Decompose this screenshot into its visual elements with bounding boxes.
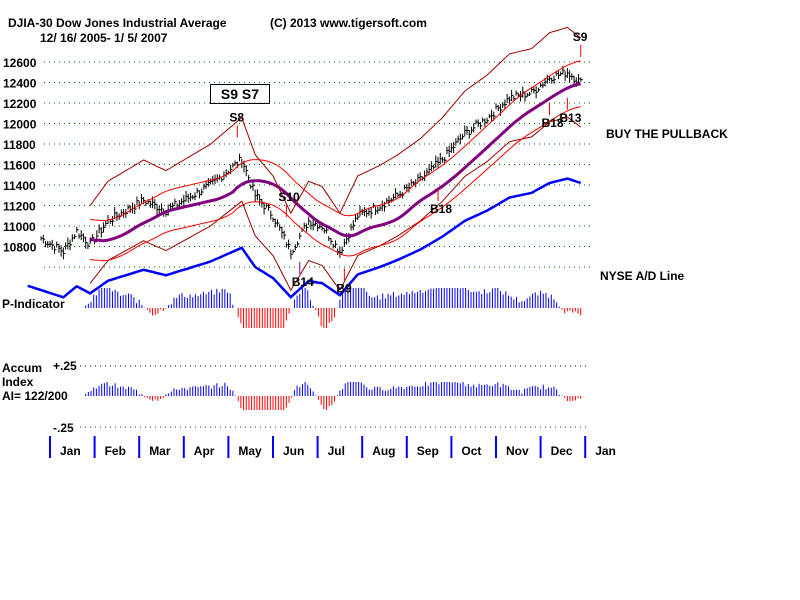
y-tick-label: 11400 <box>3 179 36 193</box>
accum-label: Accum <box>2 361 43 375</box>
lower-band <box>89 116 581 292</box>
ad-line-label: NYSE A/D Line <box>600 269 685 283</box>
signal-label-s9: S9 <box>573 30 588 44</box>
signal-label-b18: B18 <box>542 116 564 130</box>
x-tick-label: Mar <box>149 444 171 458</box>
signal-label-b18: B18 <box>430 202 452 216</box>
x-tick-label: Apr <box>194 444 215 458</box>
nyse-ad-line <box>27 177 582 299</box>
x-tick-label: Feb <box>105 444 126 458</box>
y-tick-label: 11800 <box>3 138 36 152</box>
x-tick-label: Nov <box>506 444 529 458</box>
upper-ma-band <box>90 60 581 222</box>
x-tick-label: Jan <box>60 444 81 458</box>
upper-band <box>89 26 582 215</box>
signal-label-b9: B9 <box>336 281 352 295</box>
y-tick-label: 11000 <box>3 220 36 234</box>
x-tick-label: Sep <box>417 444 439 458</box>
accum-top-label: +.25 <box>53 359 77 373</box>
moving-average-line <box>89 82 582 243</box>
y-tick-label: 11600 <box>3 159 36 173</box>
lower-ma-band <box>90 106 581 262</box>
y-tick-label: 12000 <box>3 118 37 132</box>
signal-label-b13: B13 <box>559 111 581 125</box>
x-tick-label: Jun <box>283 444 304 458</box>
pullback-note: BUY THE PULLBACK <box>606 127 728 141</box>
signal-label-s8: S8 <box>229 110 244 124</box>
copyright: (C) 2013 www.tigersoft.com <box>270 16 427 30</box>
x-tick-label: Aug <box>372 444 395 458</box>
ai-label: AI= 122/200 <box>2 389 68 403</box>
signal-box: S9 S7 <box>210 84 270 104</box>
chart-title: DJIA-30 Dow Jones Industrial Average <box>8 16 227 30</box>
index-label: Index <box>2 375 34 389</box>
signal-label-b14: B14 <box>292 275 314 289</box>
x-tick-label: May <box>238 444 262 458</box>
y-tick-label: 10800 <box>3 241 37 255</box>
x-tick-label: Oct <box>461 444 481 458</box>
y-tick-label: 12200 <box>3 97 37 111</box>
x-tick-label: Jul <box>328 444 345 458</box>
signal-label-s10: S10 <box>278 190 300 204</box>
p-indicator-label: P-Indicator <box>2 297 65 311</box>
y-tick-label: 11200 <box>3 200 36 214</box>
y-tick-label: 12400 <box>3 77 37 91</box>
y-tick-label: 12600 <box>3 56 37 70</box>
x-tick-label: Jan <box>595 444 616 458</box>
accum-bottom-label: -.25 <box>53 421 74 435</box>
x-tick-label: Dec <box>551 444 573 458</box>
date-range: 12/ 16/ 2005- 1/ 5/ 2007 <box>40 31 168 45</box>
